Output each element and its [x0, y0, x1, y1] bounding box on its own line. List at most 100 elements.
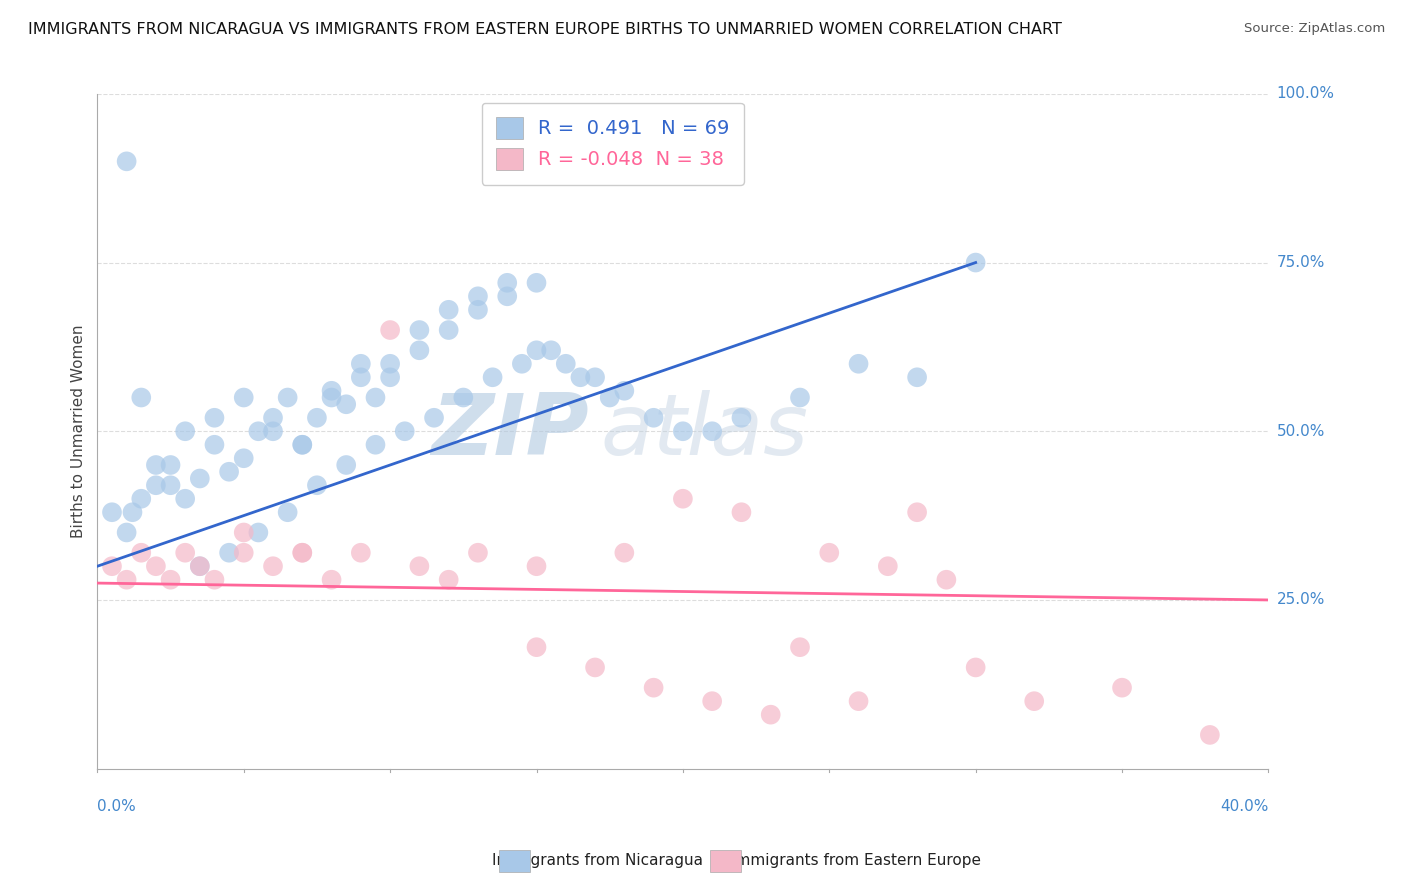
Point [121, 505, 143, 519]
Point [1199, 728, 1222, 742]
Point [129, 391, 152, 405]
Point [204, 438, 226, 452]
Point [672, 491, 695, 506]
Point [423, 410, 446, 425]
Point [730, 410, 752, 425]
Text: atlas: atlas [600, 390, 808, 473]
Point [159, 478, 181, 492]
Point [876, 559, 898, 574]
Point [291, 546, 314, 560]
Point [394, 424, 416, 438]
Point [905, 370, 928, 384]
Point [378, 357, 401, 371]
Point [467, 546, 489, 560]
Point [321, 384, 343, 398]
Point [262, 424, 284, 438]
Point [174, 424, 197, 438]
Point [613, 384, 636, 398]
Point [613, 546, 636, 560]
Text: Immigrants from Nicaragua: Immigrants from Nicaragua [492, 854, 703, 868]
Point [481, 370, 503, 384]
Point [204, 573, 226, 587]
Point [232, 391, 254, 405]
Point [364, 391, 387, 405]
Text: 75.0%: 75.0% [1277, 255, 1324, 270]
Point [335, 397, 357, 411]
Point [262, 410, 284, 425]
Point [101, 559, 124, 574]
Point [1111, 681, 1133, 695]
Point [277, 505, 299, 519]
Point [378, 370, 401, 384]
Point [145, 559, 167, 574]
Point [437, 323, 460, 337]
Point [818, 546, 841, 560]
Text: 25.0%: 25.0% [1277, 592, 1324, 607]
Point [145, 478, 167, 492]
Text: 100.0%: 100.0% [1277, 87, 1334, 102]
Point [643, 681, 665, 695]
Point [218, 465, 240, 479]
Point [204, 410, 226, 425]
Point [145, 458, 167, 472]
Text: ZIP: ZIP [432, 390, 589, 473]
Point [262, 559, 284, 574]
Text: IMMIGRANTS FROM NICARAGUA VS IMMIGRANTS FROM EASTERN EUROPE BIRTHS TO UNMARRIED : IMMIGRANTS FROM NICARAGUA VS IMMIGRANTS … [28, 22, 1062, 37]
Y-axis label: Births to Unmarried Women: Births to Unmarried Women [72, 325, 86, 538]
Point [467, 289, 489, 303]
Text: Source: ZipAtlas.com: Source: ZipAtlas.com [1244, 22, 1385, 36]
Point [453, 391, 475, 405]
Point [378, 323, 401, 337]
Point [789, 391, 811, 405]
Point [291, 438, 314, 452]
Point [702, 694, 724, 708]
Point [583, 370, 606, 384]
Point [408, 323, 430, 337]
Point [115, 573, 138, 587]
Point [408, 343, 430, 358]
Point [437, 302, 460, 317]
Point [115, 154, 138, 169]
Point [247, 424, 270, 438]
Point [965, 255, 987, 269]
Point [848, 694, 870, 708]
Point [905, 505, 928, 519]
Point [526, 276, 548, 290]
Legend: R =  0.491   N = 69, R = -0.048  N = 38: R = 0.491 N = 69, R = -0.048 N = 38 [482, 103, 744, 185]
Point [174, 491, 197, 506]
Point [599, 391, 621, 405]
Point [350, 357, 373, 371]
Point [115, 525, 138, 540]
Text: 50.0%: 50.0% [1277, 424, 1324, 439]
Point [350, 546, 373, 560]
Point [129, 491, 152, 506]
Point [526, 640, 548, 655]
Point [789, 640, 811, 655]
Point [702, 424, 724, 438]
Point [101, 505, 124, 519]
Point [526, 559, 548, 574]
Point [848, 357, 870, 371]
Point [350, 370, 373, 384]
Point [129, 546, 152, 560]
Point [965, 660, 987, 674]
Point [1024, 694, 1046, 708]
Point [759, 707, 782, 722]
Point [554, 357, 576, 371]
Point [496, 289, 519, 303]
Point [232, 525, 254, 540]
Point [496, 276, 519, 290]
Point [232, 546, 254, 560]
Point [321, 391, 343, 405]
Point [291, 438, 314, 452]
Point [672, 424, 695, 438]
Point [305, 478, 328, 492]
Point [935, 573, 957, 587]
Point [321, 573, 343, 587]
Text: 0.0%: 0.0% [97, 799, 136, 814]
Point [408, 559, 430, 574]
Point [364, 438, 387, 452]
Point [159, 573, 181, 587]
Point [583, 660, 606, 674]
Text: Immigrants from Eastern Europe: Immigrants from Eastern Europe [731, 854, 981, 868]
